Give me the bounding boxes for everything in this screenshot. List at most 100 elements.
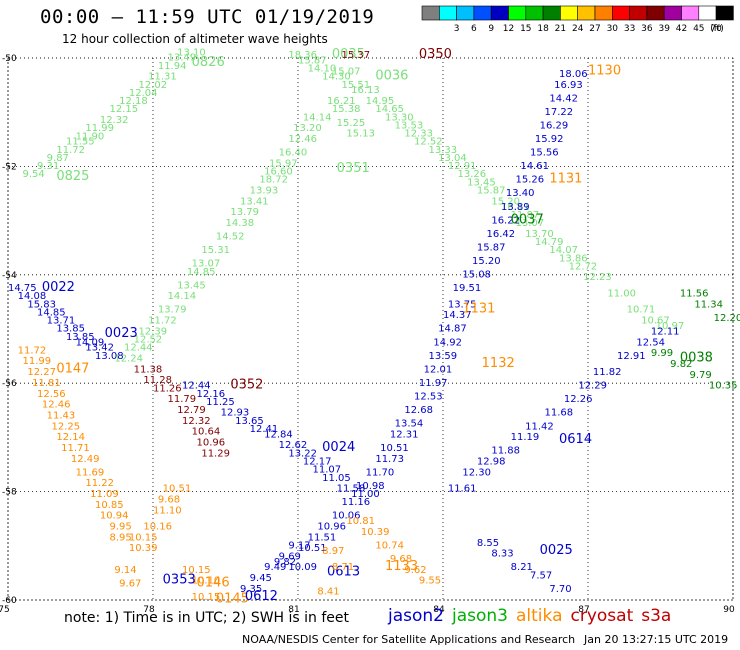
swh-value: 12.46 bbox=[42, 400, 71, 411]
legend-label: 6 bbox=[471, 24, 477, 34]
track-time-label: 0037 bbox=[511, 212, 544, 227]
swh-value: 14.79 bbox=[535, 237, 564, 248]
track-time-label: 0351 bbox=[337, 161, 370, 176]
swh-value: 13.41 bbox=[240, 196, 269, 207]
track-time-label: 1130 bbox=[588, 63, 621, 78]
swh-value: 15.51 bbox=[342, 80, 371, 91]
swh-value: 13.59 bbox=[429, 351, 458, 362]
swh-value: 10.64 bbox=[192, 427, 221, 438]
swh-value: 9.62 bbox=[404, 565, 426, 576]
swh-value: 13.40 bbox=[506, 188, 535, 199]
swh-value: 11.25 bbox=[206, 397, 235, 408]
track-1130: 1130 1131 1131 1132 bbox=[462, 63, 621, 371]
swh-value: 9.45 bbox=[250, 573, 272, 584]
satellite-altika: altika bbox=[516, 606, 563, 626]
swh-value: 8.95 bbox=[110, 532, 132, 543]
swh-value: 11.81 bbox=[32, 378, 61, 389]
swh-value: 11.94 bbox=[158, 61, 187, 72]
swh-value: 10.15 bbox=[182, 565, 211, 576]
swh-value: 11.70 bbox=[366, 467, 395, 478]
swh-value: 12.23 bbox=[583, 272, 612, 283]
swh-value: 14.42 bbox=[549, 93, 578, 104]
swh-value: 12.84 bbox=[264, 429, 293, 440]
swh-value: 10.39 bbox=[361, 527, 390, 538]
track-time-label: 1132 bbox=[482, 356, 515, 371]
swh-value: 13.30 bbox=[385, 112, 414, 123]
swh-value: 10.94 bbox=[100, 511, 129, 522]
swh-value: 14.61 bbox=[520, 161, 549, 172]
swh-value: 14.75 bbox=[8, 283, 37, 294]
swh-value: 13.49 bbox=[168, 53, 197, 64]
swh-value: 12.79 bbox=[177, 405, 206, 416]
swh-value: 11.71 bbox=[61, 443, 90, 454]
swh-value: 13.07 bbox=[516, 218, 545, 229]
swh-value: 18.36 bbox=[288, 50, 317, 61]
track-time-label: 0612 bbox=[245, 589, 278, 604]
swh-value: 15.31 bbox=[201, 245, 230, 256]
swh-value: 15.92 bbox=[535, 134, 564, 145]
legend-label: 27 bbox=[589, 24, 600, 34]
swh-value: 12.91 bbox=[617, 351, 646, 362]
swh-value: 12.93 bbox=[221, 408, 250, 419]
swh-value: 13.65 bbox=[235, 416, 264, 427]
color-legend: 3 6 9 12 15 18 21 24 27 30 33 36 39 42 45 70(ft) bbox=[421, 5, 734, 34]
track-time-label: 0023 bbox=[105, 326, 138, 341]
swh-value: 11.05 bbox=[322, 473, 351, 484]
swh-value: 11.68 bbox=[545, 408, 574, 419]
swh-value: 9.68 bbox=[390, 554, 412, 565]
swh-value: 13.42 bbox=[85, 343, 114, 354]
swh-value: 9.68 bbox=[158, 494, 180, 505]
swh-value: 11.38 bbox=[134, 364, 163, 375]
legend-label: 12 bbox=[503, 24, 514, 34]
x-tick-label: 75 bbox=[0, 605, 10, 615]
swh-value: 15.20 bbox=[472, 256, 501, 267]
track-time-label: 0614 bbox=[559, 432, 592, 447]
page-title: 00:00 – 11:59 UTC 01/19/2019 bbox=[40, 6, 375, 28]
swh-value: 13.10 bbox=[177, 47, 206, 58]
generation-timestamp: Jan 20 13:27:15 UTC 2019 bbox=[584, 633, 729, 646]
swh-value: 11.69 bbox=[76, 467, 105, 478]
swh-value: 11.58 bbox=[337, 484, 366, 495]
legend-label: 70 bbox=[710, 24, 722, 34]
swh-value: 8.97 bbox=[322, 546, 344, 557]
x-tick-label: 84 bbox=[433, 605, 445, 615]
swh-value: 12.39 bbox=[139, 326, 168, 337]
y-tick-label: -58 bbox=[2, 488, 17, 498]
swh-value: 10.15 bbox=[129, 532, 158, 543]
swh-value: 13.70 bbox=[525, 229, 554, 240]
swh-value: 11.72 bbox=[56, 145, 85, 156]
track-time-label: 0826 bbox=[192, 55, 225, 70]
swh-value: 9.95 bbox=[110, 522, 132, 533]
swh-value: 9.55 bbox=[419, 576, 441, 587]
swh-value: 11.28 bbox=[143, 375, 172, 386]
swh-value: 15.87 bbox=[477, 186, 506, 197]
swh-value: 14.08 bbox=[18, 291, 47, 302]
satellite-legend: jason2 jason3 altika cryosat s3a bbox=[388, 606, 679, 626]
swh-value: 15.25 bbox=[337, 118, 366, 129]
credit-text: NOAA/NESDIS Center for Satellite Applica… bbox=[242, 633, 576, 646]
swh-value: 11.31 bbox=[148, 72, 177, 83]
swh-value: 12.62 bbox=[279, 440, 308, 451]
x-tick-label: 90 bbox=[723, 605, 735, 615]
swh-value: 11.16 bbox=[342, 497, 371, 508]
swh-value: 11.10 bbox=[153, 505, 182, 516]
swh-value: 10.15 bbox=[192, 592, 221, 603]
satellite-jason2: jason2 bbox=[388, 606, 444, 626]
swh-value: 12.54 bbox=[636, 337, 665, 348]
swh-value: 14.95 bbox=[366, 96, 395, 107]
swh-value: 9.14 bbox=[114, 565, 136, 576]
swh-value: 12.32 bbox=[182, 416, 211, 427]
swh-value: 13.33 bbox=[429, 145, 458, 156]
track-0613: 9.8210.0910.5111.5110.9610.0611.1610.981… bbox=[274, 69, 588, 580]
swh-value: 14.14 bbox=[168, 291, 197, 302]
legend-label: 45 bbox=[693, 24, 704, 34]
track-0025: 8.558.33 8.217.57 7.70 0025 bbox=[477, 538, 573, 595]
swh-value: 13.26 bbox=[458, 169, 487, 180]
track-0147: 11.7211.9912.2711.8112.5612.4611.4312.25… bbox=[18, 345, 132, 543]
swh-value: 12.33 bbox=[404, 129, 433, 140]
swh-value: 10.97 bbox=[656, 321, 685, 332]
swh-value: 12.91 bbox=[448, 161, 477, 172]
track-0035: 18.3615.8714.1014.3015.0715.5116.1314.95… bbox=[288, 47, 684, 332]
satellite-jason3: jason3 bbox=[452, 606, 508, 626]
swh-value: 10.51 bbox=[298, 543, 327, 554]
